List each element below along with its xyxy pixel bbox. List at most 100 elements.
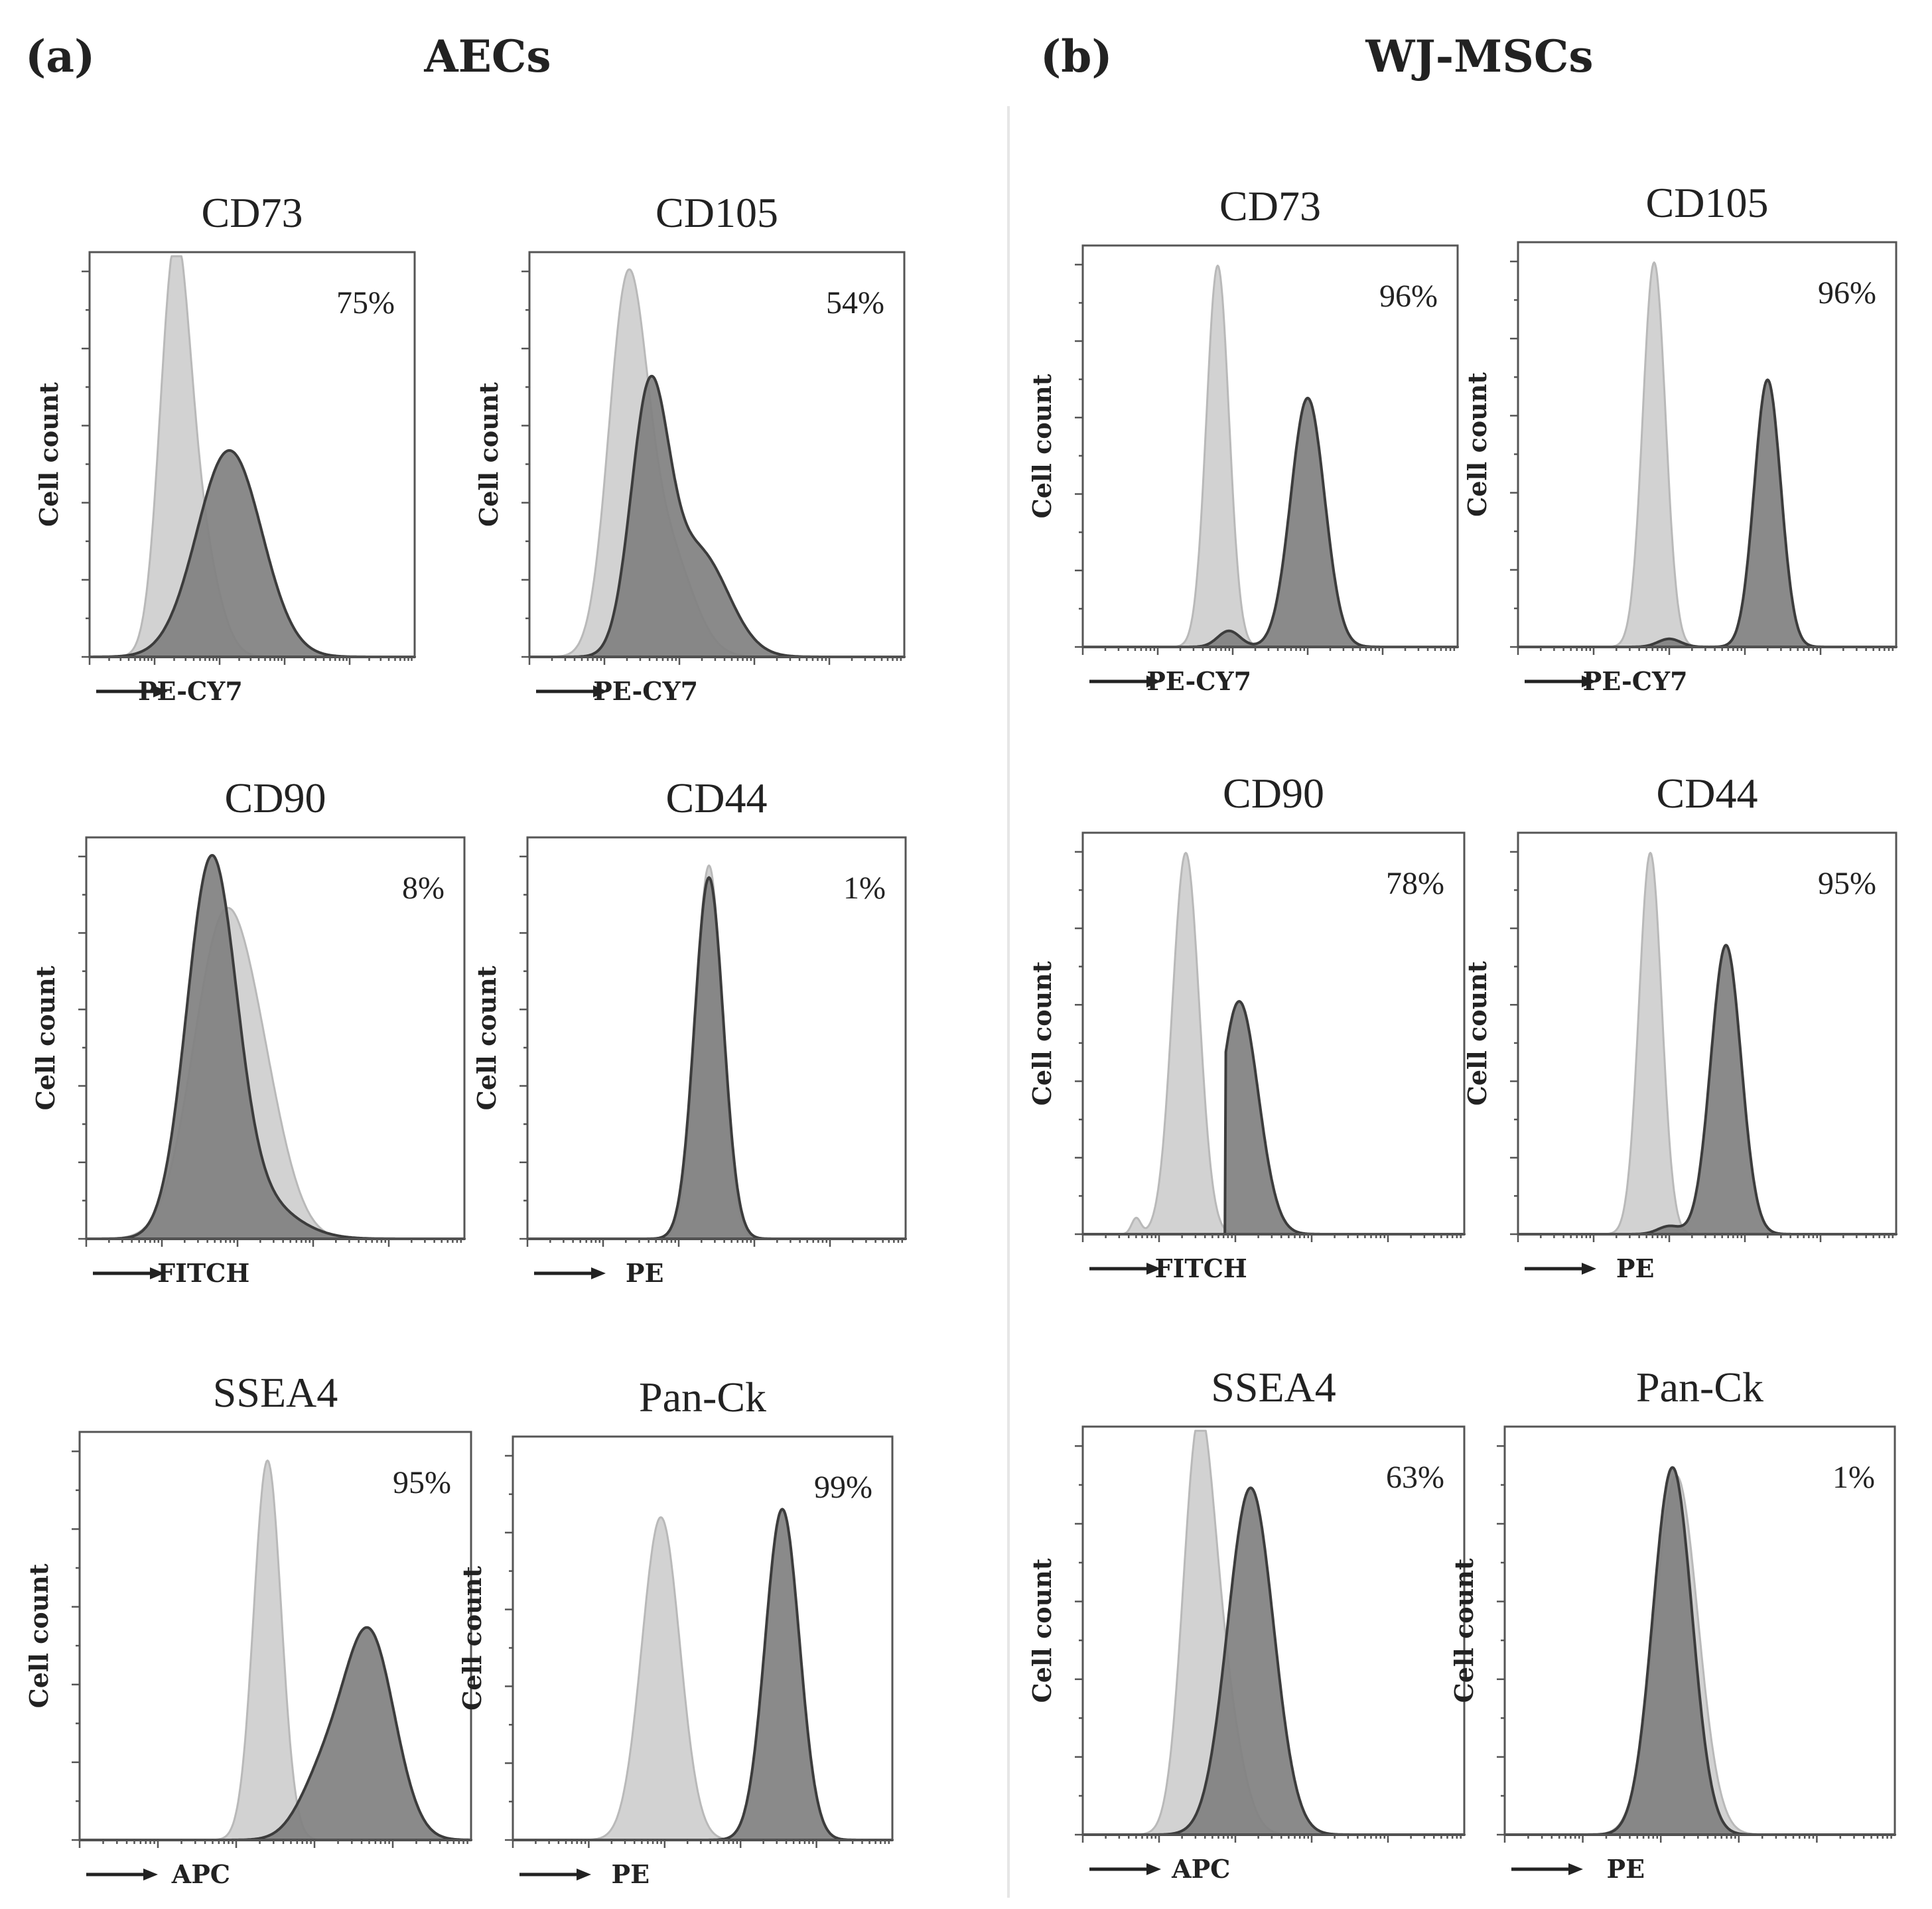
histogram-panels: CD73 75% Cell count PE-CY7 CD105 54% Cell coun… — [24, 179, 1898, 1889]
x-axis-label: PE-CY7 — [1146, 666, 1251, 696]
panel-letter-a: (a) — [25, 31, 95, 82]
x-axis-arrow — [1089, 1863, 1161, 1875]
percent-label: 99% — [814, 1470, 872, 1505]
y-axis-label: Cell count — [472, 965, 502, 1110]
x-ticks — [528, 657, 902, 665]
panel-aecs-cd105: CD105 54% Cell count PE-CY7 — [474, 189, 906, 706]
y-axis-label: Cell count — [1027, 374, 1057, 518]
x-ticks — [512, 1840, 890, 1848]
panel-letter-b: (b) — [1040, 31, 1113, 82]
marker-title: Pan-Ck — [639, 1374, 766, 1421]
x-axis-label: FITCH — [1155, 1253, 1247, 1283]
panel-wj-mscs-cd44: CD44 95% Cell count PE — [1462, 770, 1898, 1283]
stained-histogram — [1517, 944, 1898, 1236]
stained-histogram — [528, 374, 906, 658]
percent-label: 1% — [1832, 1460, 1875, 1495]
x-axis-label: PE — [1607, 1854, 1645, 1884]
y-ticks — [78, 855, 86, 1240]
x-axis-label: PE — [612, 1859, 650, 1889]
y-axis-label: Cell count — [24, 1563, 54, 1708]
x-axis-arrow — [1525, 1263, 1596, 1275]
x-axis-arrow — [536, 685, 608, 697]
plot-frame — [1517, 241, 1898, 648]
y-axis-label: Cell count — [474, 382, 504, 527]
x-axis-arrow — [1525, 675, 1596, 687]
plot-frame — [528, 251, 906, 658]
percent-label: 8% — [402, 871, 445, 906]
y-axis-label: Cell count — [1449, 1558, 1479, 1703]
x-axis-arrow — [534, 1267, 606, 1279]
panel-aecs-cd90: CD90 8% Cell count FITCH — [31, 774, 466, 1288]
x-ticks — [1517, 647, 1894, 655]
y-axis-label: Cell count — [1462, 372, 1492, 517]
group-title-aecs: AECs — [423, 31, 551, 82]
x-axis-arrow — [1089, 675, 1161, 687]
y-axis-label: Cell count — [34, 382, 64, 527]
control-histogram — [512, 1516, 894, 1841]
control-histogram — [85, 906, 466, 1240]
marker-title: CD105 — [656, 189, 778, 236]
x-axis-label: PE — [1616, 1253, 1655, 1283]
panel-aecs-cd44: CD44 1% Cell count PE — [472, 774, 907, 1288]
percent-label: 54% — [826, 285, 884, 320]
percent-label: 96% — [1818, 275, 1876, 311]
group-headers: (a) AECs (b) WJ-MSCs — [25, 31, 1594, 82]
y-ticks — [1510, 851, 1518, 1236]
marker-title: CD44 — [1657, 770, 1758, 817]
plot-frame — [1503, 1425, 1896, 1836]
marker-title: CD73 — [1219, 182, 1321, 230]
x-axis-arrow — [96, 685, 168, 697]
x-axis-arrow — [1511, 1863, 1583, 1875]
y-axis-label: Cell count — [1462, 961, 1492, 1105]
panel-wj-mscs-pan-ck: Pan-Ck 1% Cell count PE — [1449, 1364, 1896, 1884]
y-ticks — [1075, 1445, 1083, 1836]
marker-title: CD90 — [1223, 770, 1324, 817]
x-axis-arrow — [1089, 1263, 1161, 1275]
y-axis-label: Cell count — [457, 1566, 487, 1711]
stained-histogram — [1517, 378, 1898, 648]
x-axis-label: PE — [626, 1258, 664, 1288]
panel-wj-mscs-cd73: CD73 96% Cell count PE-CY7 — [1027, 182, 1459, 696]
y-ticks — [521, 270, 529, 658]
x-ticks — [1081, 647, 1456, 655]
marker-title: CD44 — [666, 774, 768, 821]
marker-title: CD73 — [202, 189, 303, 236]
stained-histogram — [1081, 396, 1459, 648]
plot-frame — [1081, 831, 1466, 1236]
panel-wj-mscs-cd105: CD105 96% Cell count PE-CY7 — [1462, 179, 1898, 696]
stained-histogram — [1081, 1000, 1466, 1236]
y-ticks — [1075, 263, 1083, 648]
panel-wj-mscs-ssea4: SSEA4 63% Cell count APC — [1027, 1364, 1466, 1884]
x-ticks — [1503, 1835, 1892, 1843]
plot-frame — [1081, 244, 1459, 648]
panel-aecs-pan-ck: Pan-Ck 99% Cell count PE — [457, 1374, 894, 1889]
x-ticks — [88, 657, 413, 665]
y-ticks — [505, 1454, 513, 1841]
x-axis-label: APC — [171, 1859, 230, 1889]
control-histogram — [1081, 851, 1466, 1236]
plot-frame — [78, 1431, 472, 1841]
plot-frame — [85, 836, 466, 1240]
stained-histogram — [526, 876, 907, 1240]
marker-title: CD105 — [1646, 179, 1769, 226]
y-ticks — [1075, 851, 1083, 1236]
group-title-wj-mscs: WJ-MSCs — [1365, 31, 1593, 82]
panel-aecs-ssea4: SSEA4 95% Cell count APC — [24, 1369, 472, 1889]
percent-label: 63% — [1386, 1460, 1444, 1495]
y-axis-label: Cell count — [1027, 961, 1057, 1105]
x-ticks — [85, 1239, 462, 1247]
x-ticks — [526, 1239, 904, 1247]
y-axis-label: Cell count — [1027, 1558, 1057, 1703]
x-ticks — [1081, 1835, 1462, 1843]
x-ticks — [78, 1840, 468, 1848]
percent-label: 95% — [1818, 866, 1876, 901]
percent-label: 96% — [1379, 279, 1438, 314]
marker-title: SSEA4 — [1211, 1364, 1336, 1411]
y-axis-label: Cell count — [31, 965, 60, 1110]
percent-label: 95% — [393, 1465, 451, 1500]
y-ticks — [1497, 1445, 1505, 1836]
y-ticks — [72, 1450, 80, 1841]
x-axis-arrow — [519, 1869, 591, 1880]
plot-frame — [512, 1435, 894, 1841]
